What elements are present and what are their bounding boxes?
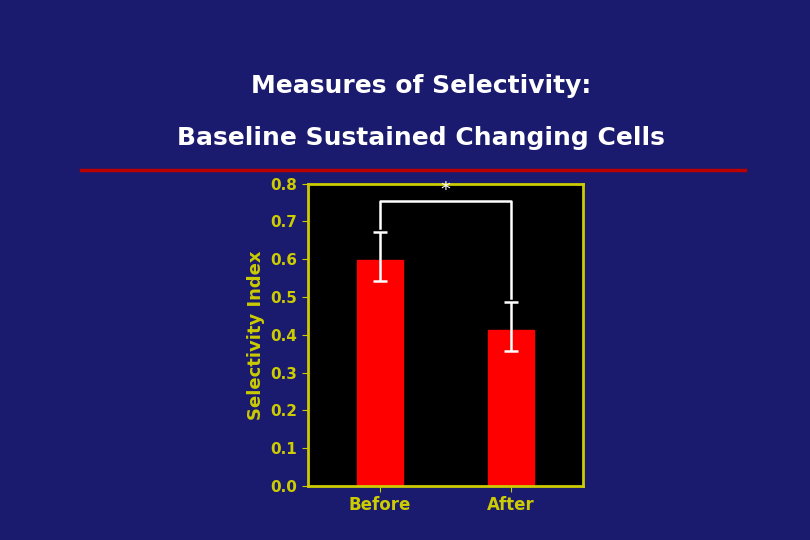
Text: Measures of Selectivity:: Measures of Selectivity: [251, 75, 591, 98]
Bar [357, 260, 403, 486]
Y-axis label: Selectivity Index: Selectivity Index [247, 250, 265, 420]
Bar [488, 330, 534, 486]
Text: *: * [441, 180, 450, 199]
Text: Baseline Sustained Changing Cells: Baseline Sustained Changing Cells [177, 126, 665, 150]
